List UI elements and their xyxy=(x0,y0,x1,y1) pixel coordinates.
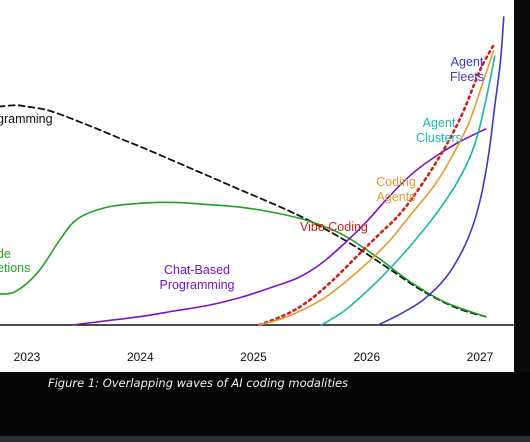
series-line-coding-agents xyxy=(258,49,495,326)
series-label-line: Coding xyxy=(376,175,416,189)
figure-caption: Figure 1: Overlapping waves of AI coding… xyxy=(48,376,349,390)
series-label-line: Vibe Coding xyxy=(300,220,368,234)
x-tick-labels: 2023 2024 2025 2026 2027 xyxy=(14,350,494,364)
series-labels: gramming de etions Chat-Based Programming Vib… xyxy=(0,55,484,292)
right-edge-strip xyxy=(514,0,530,372)
series-label-agent-fleets: Agent Fleets xyxy=(450,55,484,84)
series-line-vibe-coding xyxy=(257,43,495,327)
series-label-line: de xyxy=(0,247,11,261)
series-label-line: Clusters xyxy=(416,131,462,145)
series-label-vibe-coding: Vibe Coding xyxy=(300,220,368,234)
series-line-code-completions xyxy=(0,201,487,318)
series-line-agent-clusters xyxy=(320,55,496,326)
series-line-traditional-programming xyxy=(0,104,487,318)
x-tick-label-2025: 2025 xyxy=(240,350,267,364)
series-line-chat-based-programming xyxy=(71,128,487,326)
series-label-line: Agent xyxy=(423,116,456,130)
series-label-coding-agents: Coding Agents xyxy=(376,175,416,204)
series-label-agent-clusters: Agent Clusters xyxy=(416,116,462,145)
series-line-agent-fleets xyxy=(377,16,505,326)
series-label-chat-based-programming: Chat-Based Programming xyxy=(159,263,234,292)
x-tick-label-2027: 2027 xyxy=(467,350,494,364)
x-tick-label-2026: 2026 xyxy=(353,350,380,364)
series-label-code-completions: de etions xyxy=(0,247,30,275)
series-label-line: Agents xyxy=(377,190,416,204)
series-label-line: gramming xyxy=(0,112,53,126)
bottom-border xyxy=(0,436,530,442)
x-tick-label-2024: 2024 xyxy=(127,350,154,364)
series-layer xyxy=(0,16,505,327)
series-label-line: Fleets xyxy=(450,70,484,84)
x-tick-label-2023: 2023 xyxy=(14,350,41,364)
series-label-line: etions xyxy=(0,261,30,275)
series-label-line: Programming xyxy=(159,278,234,292)
chart: 2023 2024 2025 2026 2027 gramming de etions Cha… xyxy=(0,16,514,364)
caption-bar: Figure 1: Overlapping waves of AI coding… xyxy=(0,372,530,442)
series-label-line: Chat-Based xyxy=(164,263,230,277)
series-label-traditional-programming: gramming xyxy=(0,112,53,126)
series-label-line: Agent xyxy=(451,55,484,69)
